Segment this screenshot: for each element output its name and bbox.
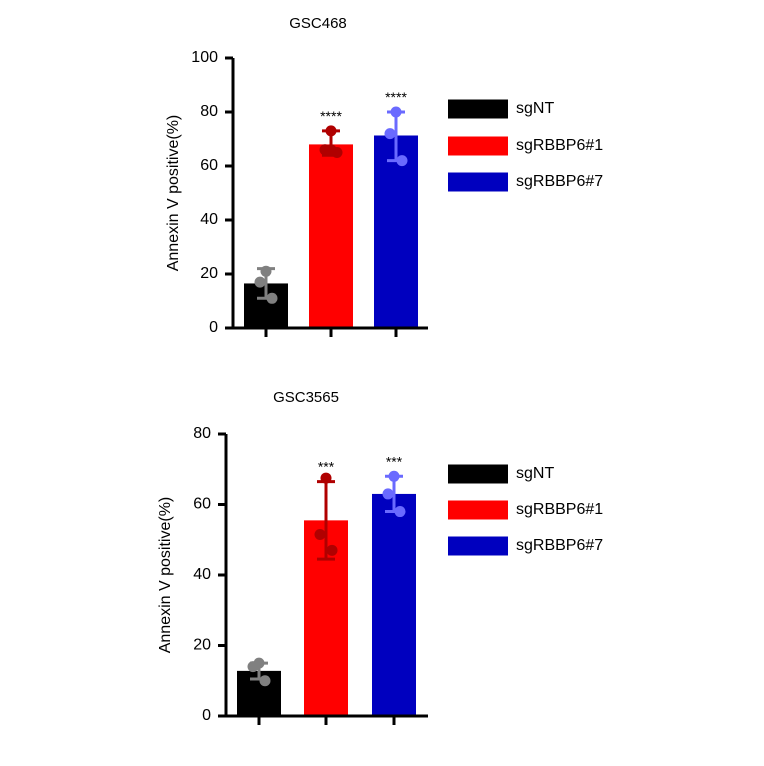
data-point [394, 506, 406, 518]
legend-label: sgNT [516, 100, 554, 117]
legend-label: sgRBBP6#7 [516, 173, 603, 190]
legend-swatch [448, 172, 508, 192]
y-tick-label: 0 [209, 319, 218, 336]
data-point [325, 125, 337, 137]
legend-label: sgRBBP6#1 [516, 137, 603, 154]
data-point [259, 675, 271, 687]
legend-swatch [448, 136, 508, 156]
data-point [388, 470, 400, 482]
y-tick-label: 20 [200, 265, 218, 282]
significance-label: *** [318, 459, 335, 475]
legend-label: sgNT [516, 465, 554, 482]
data-point [266, 292, 278, 304]
y-tick-label: 40 [200, 211, 218, 228]
y-tick-label: 0 [202, 707, 211, 724]
legend-swatch [448, 99, 508, 119]
legend-label: sgRBBP6#1 [516, 501, 603, 518]
chart-gsc468: GSC468 Annexin V positive(%) **** **** 0 20 40… [165, 15, 603, 337]
significance-label: *** [386, 453, 403, 469]
legend-swatch [448, 536, 508, 556]
y-tick-label: 80 [193, 425, 211, 442]
chart-title: GSC3565 [273, 389, 339, 406]
chart-title: GSC468 [289, 15, 347, 32]
data-point [314, 528, 326, 540]
y-tick-label: 80 [200, 103, 218, 120]
legend-label: sgRBBP6#7 [516, 537, 603, 554]
data-point [396, 155, 408, 167]
data-point [320, 472, 332, 484]
data-point [254, 276, 266, 288]
y-tick-label: 60 [193, 496, 211, 513]
chart-gsc3565: GSC3565 Annexin V positive(%) *** *** 0 20 40 6… [157, 389, 603, 725]
data-point [382, 488, 394, 500]
data-point [247, 661, 259, 673]
legend-swatch [448, 464, 508, 484]
data-point [326, 544, 338, 556]
data-point [260, 265, 272, 277]
bar-sgrbbp61 [309, 144, 353, 328]
y-tick-label: 60 [200, 157, 218, 174]
y-tick-label: 40 [193, 566, 211, 583]
y-tick-label: 100 [191, 49, 218, 66]
significance-label: **** [385, 89, 407, 105]
data-point [390, 106, 402, 118]
significance-label: **** [320, 108, 342, 124]
data-point [325, 144, 337, 156]
data-point [384, 128, 396, 140]
legend-swatch [448, 500, 508, 520]
y-axis-label: Annexin V positive(%) [165, 115, 182, 272]
bar-sgrbbp67 [374, 135, 418, 328]
y-axis-label: Annexin V positive(%) [157, 497, 174, 654]
bar-sgrbbp67 [372, 493, 416, 716]
y-tick-label: 20 [193, 637, 211, 654]
